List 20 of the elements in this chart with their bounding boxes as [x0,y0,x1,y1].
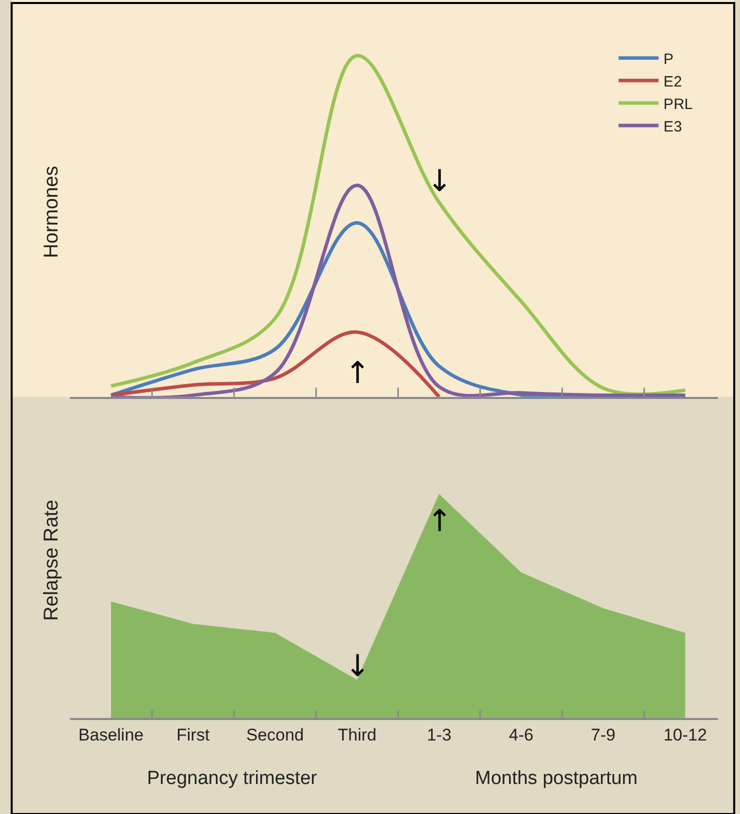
x-tick-label: 10-12 [663,726,707,745]
annotation: ↑ [345,356,370,391]
x-tick-label: Third [338,726,376,745]
y-axis-title: Hormones [40,166,62,258]
x-tick-label: First [176,726,210,745]
x-tick-label: 4-6 [508,726,534,745]
annotation: ↑ [427,504,452,539]
text: Pregnancy trimester [147,768,318,789]
y-axis-title: Relapse Rate [40,500,62,621]
legend-label: P [664,50,674,68]
legend-label: E2 [664,73,682,90]
x-tick-label: Baseline [78,726,144,745]
x-tick-label: 7-9 [590,726,616,745]
legend-label: PRL [664,96,693,113]
x-tick-label: 1-3 [426,726,452,745]
annotation: ↓ [427,164,452,199]
annotation: ↓ [345,649,370,684]
legend-label: E3 [664,118,682,136]
x-tick-label: Second [246,726,304,745]
text: Months postpartum [475,768,638,789]
